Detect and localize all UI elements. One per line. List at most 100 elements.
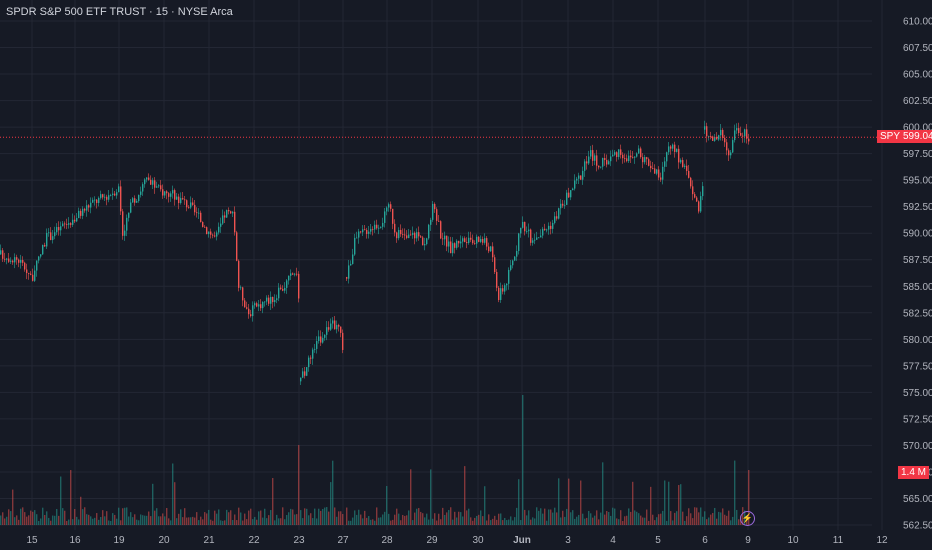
candle-body: [484, 238, 486, 243]
volume-bar: [594, 515, 596, 525]
volume-bar: [702, 516, 704, 525]
candle-body: [200, 212, 202, 222]
candle-body: [562, 203, 564, 206]
volume-bar: [186, 517, 188, 525]
candle-body: [672, 144, 674, 149]
volume-bar: [166, 508, 168, 525]
volume-bar: [84, 507, 86, 525]
candle-body: [234, 211, 236, 233]
candle-body: [46, 232, 48, 247]
candle-body: [664, 161, 666, 167]
volume-bar: [542, 513, 544, 525]
candle-body: [722, 129, 724, 138]
volume-bar: [418, 508, 420, 525]
volume-bar: [212, 520, 214, 525]
volume-bar: [314, 508, 316, 525]
volume-bar: [646, 509, 648, 525]
candle-body: [408, 234, 410, 239]
volume-bar: [432, 518, 434, 525]
volume-bar: [266, 518, 268, 525]
candle-body: [126, 217, 128, 231]
candle-body: [730, 152, 732, 156]
volume-bar: [394, 514, 396, 525]
candle-body: [604, 158, 606, 160]
candle-body: [94, 199, 96, 201]
lightning-bolt-icon[interactable]: ⚡: [740, 511, 755, 526]
volume-bar: [456, 517, 458, 525]
volume-bar: [498, 513, 500, 525]
candle-body: [728, 150, 730, 156]
volume-bar: [358, 509, 360, 525]
volume-bar: [726, 515, 728, 525]
candle-body: [658, 169, 660, 178]
volume-bar: [462, 516, 464, 525]
volume-bar: [618, 519, 620, 525]
candle-body: [266, 297, 268, 302]
candle-body: [558, 208, 560, 219]
volume-bar: [216, 513, 218, 525]
candle-body: [162, 189, 164, 196]
volume-bar: [50, 520, 52, 525]
candle-body: [36, 260, 38, 271]
date-tick-label: 11: [833, 535, 844, 546]
candle-body: [88, 205, 90, 208]
candle-body: [508, 269, 510, 284]
candle-body: [554, 216, 556, 223]
candle-body: [168, 193, 170, 197]
volume-bar: [96, 513, 98, 525]
volume-bar: [656, 517, 658, 525]
candle-body: [280, 287, 282, 289]
candle-body: [78, 210, 80, 219]
candle-body: [262, 302, 264, 309]
price-tick-label: 602.50: [903, 96, 932, 107]
volume-bar: [102, 510, 104, 525]
candle-body: [184, 199, 186, 201]
volume-bar: [660, 513, 662, 525]
candle-body: [26, 269, 28, 274]
candle-body: [8, 258, 10, 262]
candle-body: [706, 126, 708, 137]
candle-body: [574, 180, 576, 189]
volume-bar: [338, 511, 340, 525]
candle-body: [510, 265, 512, 270]
candle-body: [654, 168, 656, 174]
candle-body: [374, 224, 376, 230]
price-axis[interactable]: 610.00 607.50 605.00 602.50 600.00 597.50 595.…: [903, 17, 932, 532]
candle-body: [210, 231, 212, 235]
candle-body: [176, 196, 178, 200]
candle-body: [378, 227, 380, 229]
candle-body: [318, 336, 320, 342]
volume-bar: [38, 520, 40, 525]
candle-body: [494, 257, 496, 273]
volume-bar: [208, 509, 210, 525]
volume-bar: [184, 508, 186, 525]
volume-bar: [360, 514, 362, 525]
volume-bar: [352, 517, 354, 525]
volume-bar: [124, 507, 126, 525]
volume-bar: [402, 514, 404, 525]
volume-bar: [8, 509, 10, 525]
volume-bar: [420, 511, 422, 525]
volume-bar: [28, 515, 30, 525]
time-axis[interactable]: 15 16 19 20 21 22 23 27 28 29 30 Jun 3 4 5 6 9 10 11 12: [26, 535, 888, 546]
volume-bar: [150, 516, 152, 525]
volume-bar: [74, 508, 76, 525]
volume-bar: [642, 517, 644, 525]
candle-body: [652, 168, 654, 169]
volume-bar: [388, 513, 390, 525]
volume-bar: [572, 510, 574, 525]
volume-bar: [588, 510, 590, 525]
volume-bar: [554, 507, 556, 525]
volume-bar: [600, 512, 602, 525]
volume-bar: [172, 463, 174, 525]
candle-body: [218, 226, 220, 233]
volume-bar: [592, 517, 594, 525]
date-tick-label: Jun: [513, 535, 531, 546]
candle-body: [302, 371, 304, 378]
price-tick-label: 597.50: [903, 149, 932, 160]
candle-body: [742, 135, 744, 137]
volume-bar: [426, 513, 428, 525]
volume-bar: [82, 509, 84, 525]
volume-bar: [448, 510, 450, 525]
